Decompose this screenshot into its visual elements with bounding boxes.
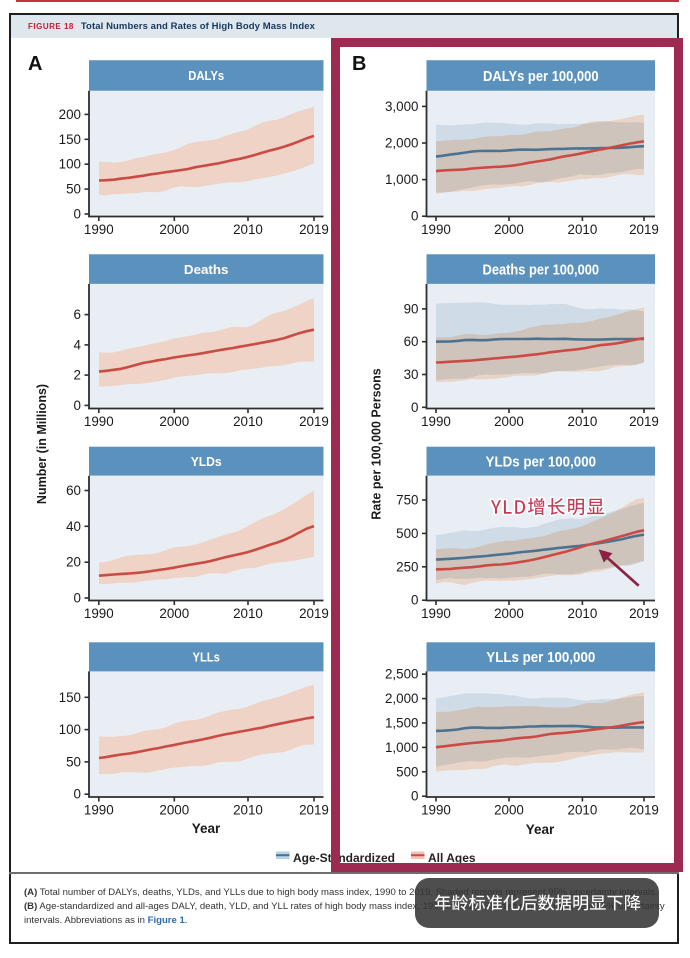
svg-text:50: 50 [66,182,81,197]
svg-text:2: 2 [74,368,81,383]
svg-text:1,000: 1,000 [385,172,419,187]
svg-text:Year: Year [526,822,555,837]
svg-text:All Ages: All Ages [428,851,476,865]
svg-text:1990: 1990 [421,414,451,429]
svg-text:2019: 2019 [629,222,659,237]
svg-text:2010: 2010 [568,803,598,818]
svg-text:1990: 1990 [421,803,451,818]
svg-text:100: 100 [59,722,81,737]
svg-text:2010: 2010 [568,606,598,621]
svg-text:B: B [352,53,366,75]
svg-text:500: 500 [396,526,418,541]
svg-text:2019: 2019 [299,606,329,621]
svg-text:50: 50 [66,754,81,769]
svg-text:2000: 2000 [494,222,524,237]
svg-text:100: 100 [59,157,81,172]
svg-text:1990: 1990 [84,803,114,818]
svg-text:2000: 2000 [159,803,189,818]
svg-text:2010: 2010 [233,414,263,429]
svg-text:750: 750 [396,493,418,508]
svg-text:250: 250 [396,559,418,574]
svg-text:2019: 2019 [629,803,659,818]
svg-text:A: A [28,53,42,75]
svg-text:20: 20 [66,555,81,570]
svg-text:Number (in Millions): Number (in Millions) [35,384,49,504]
svg-text:YLDs per 100,000: YLDs per 100,000 [486,455,597,471]
svg-text:60: 60 [66,483,81,498]
svg-text:2000: 2000 [494,803,524,818]
svg-text:Year: Year [192,821,221,836]
svg-text:0: 0 [74,591,81,606]
svg-text:1990: 1990 [84,222,114,237]
svg-text:1,500: 1,500 [385,716,419,731]
svg-text:0: 0 [411,209,418,224]
svg-text:YLLs: YLLs [192,650,220,665]
svg-text:2000: 2000 [159,414,189,429]
svg-text:2000: 2000 [494,414,524,429]
svg-text:150: 150 [59,132,81,147]
svg-text:0: 0 [74,207,81,222]
svg-text:0: 0 [411,593,418,608]
svg-text:150: 150 [59,690,81,705]
svg-text:1990: 1990 [421,606,451,621]
svg-text:60: 60 [404,334,419,349]
svg-text:1990: 1990 [84,414,114,429]
svg-text:40: 40 [66,519,81,534]
svg-text:Deaths: Deaths [184,262,229,277]
svg-text:2,500: 2,500 [385,667,419,682]
svg-text:DALYs per 100,000: DALYs per 100,000 [483,69,599,85]
svg-text:2019: 2019 [299,803,329,818]
svg-text:2010: 2010 [233,803,263,818]
svg-text:2010: 2010 [233,606,263,621]
svg-text:4: 4 [74,337,82,352]
svg-text:2000: 2000 [159,606,189,621]
svg-text:Rate per 100,000 Persons: Rate per 100,000 Persons [370,368,384,520]
svg-text:2,000: 2,000 [385,691,419,706]
svg-text:0: 0 [74,398,81,413]
svg-text:Deaths per 100,000: Deaths per 100,000 [483,262,600,278]
svg-text:2,000: 2,000 [385,136,419,151]
svg-text:0: 0 [74,787,81,802]
svg-text:2010: 2010 [233,222,263,237]
svg-text:DALYs: DALYs [188,68,224,83]
svg-text:Age-Standardized: Age-Standardized [293,851,395,865]
svg-text:YLDs: YLDs [191,454,222,469]
svg-text:2000: 2000 [159,222,189,237]
svg-text:1,000: 1,000 [385,740,419,755]
svg-text:1990: 1990 [84,606,114,621]
svg-text:2000: 2000 [494,606,524,621]
svg-text:1990: 1990 [421,222,451,237]
svg-text:2019: 2019 [299,222,329,237]
svg-text:30: 30 [404,367,419,382]
svg-text:2010: 2010 [568,222,598,237]
svg-text:6: 6 [74,307,81,322]
svg-text:3,000: 3,000 [385,99,419,114]
svg-text:2019: 2019 [629,414,659,429]
svg-text:2010: 2010 [568,414,598,429]
svg-text:0: 0 [411,400,418,415]
svg-text:0: 0 [411,789,418,804]
svg-text:2019: 2019 [299,414,329,429]
svg-text:YLLs per 100,000: YLLs per 100,000 [486,650,595,666]
svg-text:500: 500 [396,764,418,779]
svg-text:2019: 2019 [629,606,659,621]
svg-text:200: 200 [59,107,81,122]
svg-text:90: 90 [404,301,419,316]
